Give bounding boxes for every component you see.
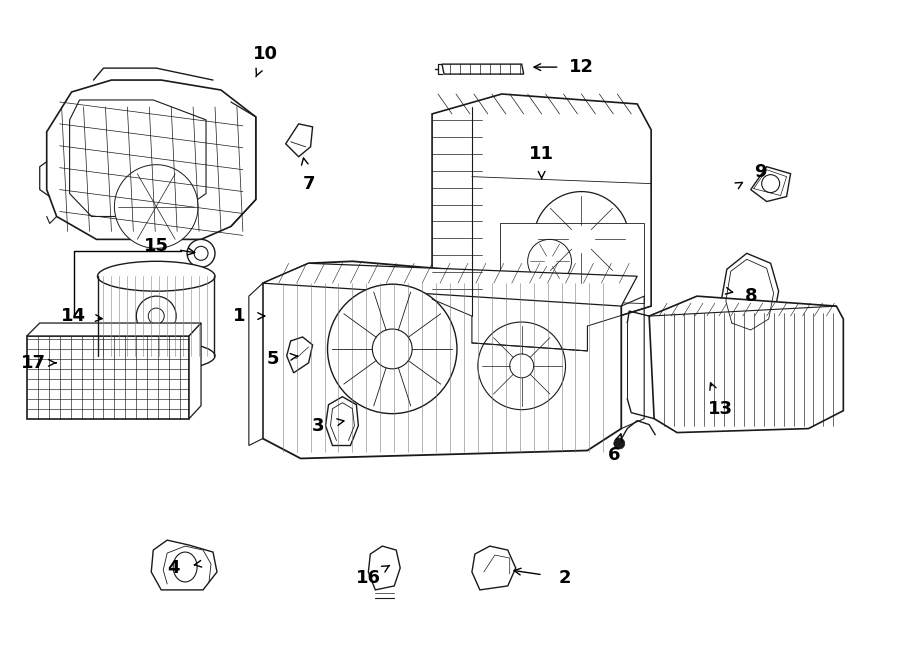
Circle shape (328, 284, 457, 414)
Circle shape (761, 175, 779, 192)
Circle shape (114, 165, 198, 249)
Circle shape (187, 239, 215, 267)
Polygon shape (189, 323, 201, 418)
Text: 16: 16 (356, 569, 381, 587)
Polygon shape (649, 296, 843, 432)
Polygon shape (285, 124, 312, 157)
Circle shape (130, 180, 183, 233)
Polygon shape (263, 261, 621, 459)
Polygon shape (500, 223, 644, 303)
Polygon shape (751, 167, 790, 202)
Polygon shape (368, 546, 400, 590)
Text: 9: 9 (754, 163, 767, 180)
Circle shape (527, 239, 572, 283)
Polygon shape (248, 283, 263, 446)
Circle shape (568, 225, 596, 253)
Circle shape (373, 329, 412, 369)
Polygon shape (326, 397, 358, 446)
Text: 10: 10 (253, 45, 278, 63)
Text: 8: 8 (744, 287, 757, 305)
Circle shape (136, 296, 176, 336)
Ellipse shape (173, 552, 197, 582)
Polygon shape (27, 336, 189, 418)
Polygon shape (69, 100, 206, 217)
Polygon shape (472, 546, 516, 590)
Text: 14: 14 (61, 307, 86, 325)
Text: 7: 7 (302, 175, 315, 192)
Ellipse shape (97, 341, 215, 371)
Polygon shape (27, 323, 201, 336)
Text: 12: 12 (569, 58, 594, 76)
Polygon shape (442, 64, 524, 74)
Circle shape (194, 247, 208, 260)
Polygon shape (287, 337, 312, 373)
Text: 1: 1 (232, 307, 245, 325)
Text: 15: 15 (144, 237, 168, 255)
Circle shape (148, 308, 164, 324)
Polygon shape (721, 253, 778, 335)
Text: 13: 13 (708, 400, 734, 418)
Polygon shape (263, 263, 637, 306)
Text: 3: 3 (312, 416, 325, 434)
Circle shape (614, 438, 625, 449)
Circle shape (534, 192, 629, 287)
Polygon shape (432, 94, 652, 326)
Text: 5: 5 (266, 350, 279, 368)
Text: 4: 4 (166, 559, 179, 577)
Polygon shape (47, 80, 256, 239)
Circle shape (147, 196, 166, 217)
Polygon shape (151, 540, 217, 590)
Ellipse shape (97, 261, 215, 291)
Text: 6: 6 (608, 446, 621, 465)
Text: 2: 2 (558, 569, 571, 587)
Circle shape (478, 322, 565, 410)
Circle shape (509, 354, 534, 378)
Text: 17: 17 (22, 354, 46, 372)
Text: 11: 11 (529, 145, 554, 163)
